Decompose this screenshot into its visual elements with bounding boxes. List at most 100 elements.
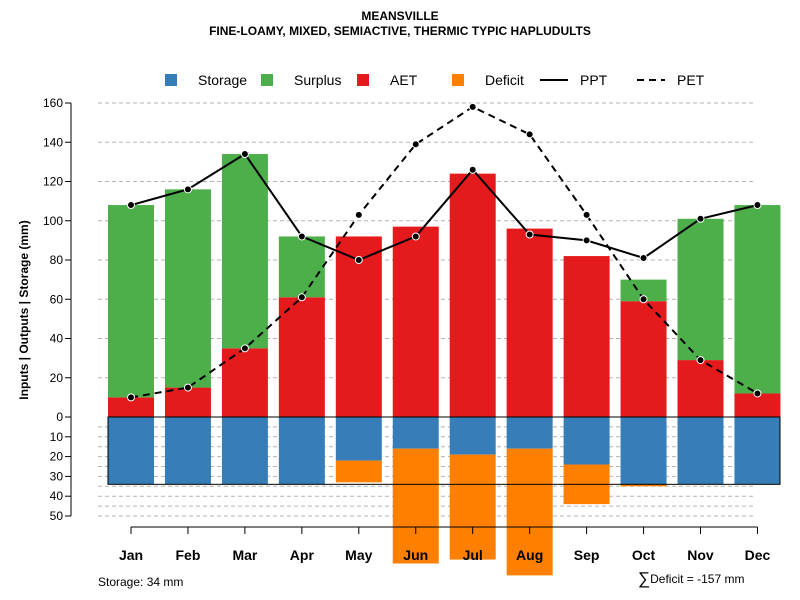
bar-aet [335,236,382,417]
deficit-note-text: Deficit = -157 mm [650,572,745,586]
y-tick-label: 0 [56,410,63,424]
ppt-point [240,150,249,159]
deficit-note: ∑Deficit = -157 mm [638,569,744,589]
pet-point [468,102,477,111]
bar-deficit [506,448,553,576]
ppt-point [297,232,306,241]
bar-surplus [108,205,154,398]
y-tick-label: 30 [50,469,64,483]
bar-storage [278,417,325,485]
pet-point [411,140,420,149]
bar-deficit [449,454,496,560]
ppt-point [582,236,591,245]
bar-surplus [164,189,211,388]
ppt-point [753,201,762,210]
legend-label-pet: PET [677,72,705,88]
ppt-point [127,201,135,210]
x-tick-label: Mar [232,547,257,563]
bar-aet [563,256,610,417]
ppt-point [696,214,705,223]
bar-deficit [392,448,439,564]
y-tick-label: 40 [50,332,64,346]
bar-aet [449,173,496,417]
y-tick-label: 60 [50,292,64,306]
bar-storage [563,417,610,465]
bar-surplus [278,236,325,298]
legend-label-storage: Storage [198,72,247,88]
x-tick-label: Jan [119,547,143,563]
x-tick-label: Aug [516,547,543,563]
bar-deficit [335,460,382,483]
bar-aet [677,360,724,417]
legend-label-aet: AET [390,72,418,88]
bar-aet [108,397,154,417]
x-tick-label: Nov [687,547,714,563]
bar-storage [620,417,667,485]
y-tick-label: 80 [50,253,64,267]
bar-surplus [221,154,268,349]
bar-surplus [620,279,667,302]
x-tick-label: May [345,547,372,563]
bar-aet [620,301,667,417]
pet-point [639,295,648,304]
legend-swatch-storage [165,74,177,86]
x-tick-label: Jun [403,547,428,563]
bar-storage [164,417,211,485]
bar-storage [734,417,781,485]
y-axis-label: Inputs | Outputs | Storage (mm) [17,220,31,399]
pet-point [753,389,762,398]
bar-storage [221,417,268,485]
bar-storage [677,417,724,485]
ppt-point [183,185,192,194]
storage-note: Storage: 34 mm [98,575,184,589]
bar-storage [335,417,382,461]
y-tick-label: 50 [50,509,64,523]
ppt-point [639,254,648,263]
bar-surplus [734,205,781,394]
y-tick-label: 40 [50,489,64,503]
bar-aet [734,393,781,417]
x-tick-label: Sep [574,547,600,563]
pet-point [582,210,591,219]
bar-storage [108,417,154,485]
chart-subtitle: FINE-LOAMY, MIXED, SEMIACTIVE, THERMIC T… [209,24,591,38]
y-tick-label: 120 [43,175,63,189]
ppt-line [130,152,758,262]
y-tick-label: 100 [43,214,63,228]
x-tick-label: Jul [463,547,483,563]
bar-storage [392,417,439,449]
pet-point [240,344,249,353]
legend-swatch-surplus [261,74,273,86]
pet-point [525,130,534,139]
y-tick-label: 140 [43,135,63,149]
ppt-point [354,256,363,264]
x-tick-label: Feb [176,547,201,563]
pet-point [297,293,306,302]
legend-label-ppt: PPT [580,72,608,88]
legend-label-deficit: Deficit [485,72,524,88]
pet-point [183,383,192,392]
bar-deficit [620,484,667,487]
pet-point [127,393,135,402]
bar-aet [164,387,211,417]
pet-point [354,210,363,219]
bar-aet [506,228,553,417]
legend-label-surplus: Surplus [294,72,341,88]
sigma-icon: ∑ [638,569,651,588]
x-tick-label: Oct [632,547,656,563]
storage-capacity-box [107,416,781,485]
bar-aet [221,348,268,417]
bar-aet [392,226,439,417]
pet-point [696,356,705,365]
legend-swatch-deficit [452,74,464,86]
bar-surplus [677,218,724,361]
ppt-point [525,230,534,239]
bar-storage [449,417,496,455]
ppt-point [468,165,477,174]
y-tick-label: 20 [50,450,64,464]
bar-storage [506,417,553,449]
y-tick-label: 20 [50,371,64,385]
bar-aet [278,297,325,417]
x-tick-label: Apr [290,547,315,563]
